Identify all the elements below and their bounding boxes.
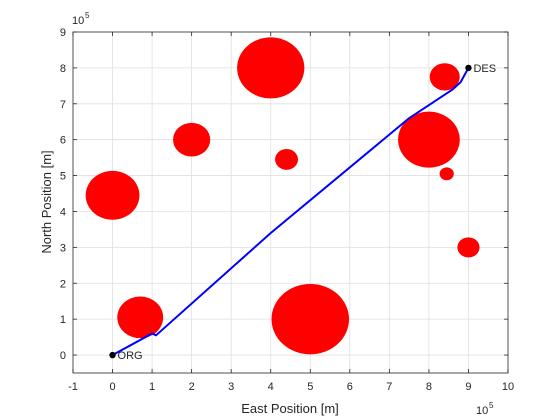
ticks	[72, 31, 509, 373]
y-tick-label: 6	[60, 135, 66, 147]
x-tick-label: 3	[228, 381, 234, 393]
axes-box	[72, 31, 509, 374]
obstacle-circle	[457, 237, 480, 258]
x-tick-label: 7	[386, 381, 392, 393]
x-tick-label: 1	[149, 381, 155, 393]
y-tick-label: 9	[60, 27, 66, 39]
y-tick-label: 4	[60, 206, 66, 218]
waypoint-marker	[465, 64, 472, 72]
waypoint-marker	[109, 351, 116, 359]
path-layer	[112, 67, 470, 356]
obstacle-circle	[271, 283, 350, 355]
obstacles	[85, 37, 480, 355]
points-layer: ORG DES	[109, 63, 496, 362]
x-tick-label: 9	[465, 381, 471, 393]
obstacle-circle	[439, 167, 454, 181]
x-tick-label: -1	[68, 381, 78, 393]
x-exponent-power: 5	[489, 401, 494, 410]
y-tick-label: 2	[60, 278, 66, 290]
x-tick-label: 8	[426, 381, 432, 393]
y-tick-label: 1	[60, 314, 66, 326]
x-tick-label: 6	[347, 381, 353, 393]
obstacle-circle	[275, 149, 299, 170]
x-axis-title: East Position [m]	[241, 401, 339, 416]
x-tick-label: 2	[189, 381, 195, 393]
obstacle-circle	[117, 296, 164, 339]
obstacle-circle	[398, 111, 460, 168]
y-tick-label: 8	[60, 63, 66, 75]
y-tick-label: 5	[60, 171, 66, 183]
y-tick-label: 0	[60, 350, 66, 362]
y-exponent-base: 10	[72, 15, 84, 27]
obstacle-circle	[237, 37, 305, 99]
obstacle-circle	[85, 170, 140, 220]
x-tick-label: 4	[268, 381, 274, 393]
y-axis-title: North Position [m]	[39, 150, 54, 253]
y-tick-label: 7	[60, 99, 66, 111]
y-exponent-power: 5	[85, 11, 90, 20]
route-line	[112, 67, 470, 356]
waypoint-label: ORG	[118, 350, 143, 362]
obstacle-circle	[173, 122, 211, 157]
obstacle-circle	[429, 63, 460, 91]
tick-labels: -1 0 1 2 3 4 5 6 7 8 9 10 0 1 2 3 4 5 6 7 8 9	[60, 27, 514, 393]
x-exponent-base: 10	[476, 405, 488, 417]
y-tick-label: 3	[60, 242, 66, 254]
waypoint-label: DES	[473, 63, 496, 75]
x-tick-label: 5	[307, 381, 313, 393]
x-tick-label: 10	[502, 381, 514, 393]
x-tick-label: 0	[109, 381, 115, 393]
